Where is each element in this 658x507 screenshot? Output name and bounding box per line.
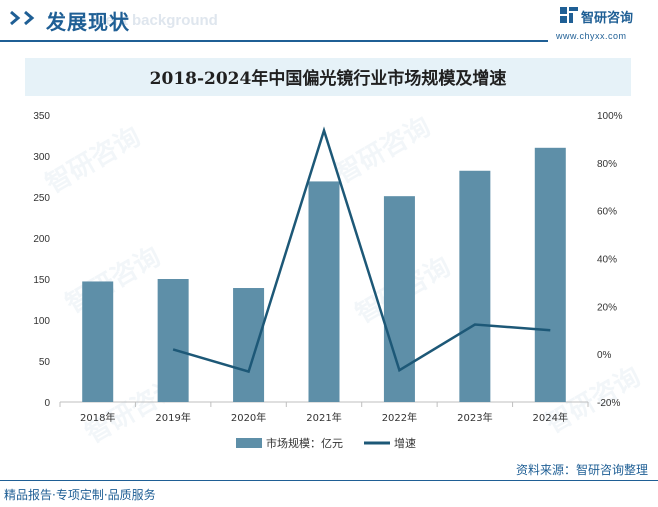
x-axis-tick-label: 2021年 <box>306 411 341 424</box>
x-axis-tick-label: 2019年 <box>155 411 190 424</box>
company-url: www.chyxx.com <box>556 31 627 41</box>
left-axis-tick-label: 350 <box>33 111 50 122</box>
chart-title: 2018-2024年中国偏光镜行业市场规模及增速 <box>149 69 507 89</box>
right-axis-tick-label: 0% <box>597 350 612 361</box>
right-axis-tick-label: -20% <box>597 398 620 409</box>
footer-slogan: 精品报告·专项定制·品质服务 <box>4 488 156 502</box>
header-divider <box>0 40 548 42</box>
x-axis-tick-label: 2022年 <box>382 411 417 424</box>
right-axis-tick-label: 100% <box>597 111 623 122</box>
x-axis-tick-label: 2018年 <box>80 411 115 424</box>
x-axis-tick-label: 2023年 <box>457 411 492 424</box>
right-axis-tick-label: 40% <box>597 255 617 266</box>
page-header: ment background 发展现状 智研咨询 www.chyxx.com <box>0 0 658 44</box>
right-axis-tick-label: 60% <box>597 207 617 218</box>
data-source: 资料来源：智研咨询整理 <box>515 463 648 477</box>
page-title: 发展现状 <box>46 10 130 34</box>
left-axis-tick-label: 100 <box>33 316 50 327</box>
bar-market-size <box>534 147 566 402</box>
x-axis-tick-label: 2024年 <box>533 411 568 424</box>
left-axis-tick-label: 150 <box>33 275 50 286</box>
footer-divider <box>0 480 658 481</box>
left-axis-tick-label: 300 <box>33 152 50 163</box>
header-watermark-text: ment background <box>92 12 218 29</box>
left-axis-tick-label: 0 <box>44 398 50 409</box>
legend-swatch-bar <box>236 438 262 448</box>
x-axis-tick-label: 2020年 <box>231 411 266 424</box>
left-axis-tick-label: 50 <box>39 357 51 368</box>
left-axis-tick-label: 200 <box>33 234 50 245</box>
bar-market-size <box>82 281 114 402</box>
left-axis-tick-label: 250 <box>33 193 50 204</box>
line-growth-rate <box>172 126 551 374</box>
chevron-right-icon <box>24 10 35 26</box>
chart-area: 0 50 100 150 200 250 300 350 -20% 0% 20% 40% 60% 80% 1… <box>33 111 623 450</box>
right-axis-tick-label: 80% <box>597 159 617 170</box>
legend-label-growth: 增速 <box>394 436 416 450</box>
company-logo-icon <box>560 7 578 23</box>
chevron-right-icon <box>10 10 21 26</box>
company-logo-name: 智研咨询 <box>581 11 634 26</box>
bar-market-size <box>233 288 265 402</box>
bar-market-size <box>459 170 491 402</box>
chart-title-band <box>25 58 631 96</box>
legend-label-market-size: 市场规模：亿元 <box>266 436 343 450</box>
bar-market-size <box>308 181 340 402</box>
right-axis-tick-label: 20% <box>597 302 617 313</box>
bar-market-size <box>157 279 189 402</box>
